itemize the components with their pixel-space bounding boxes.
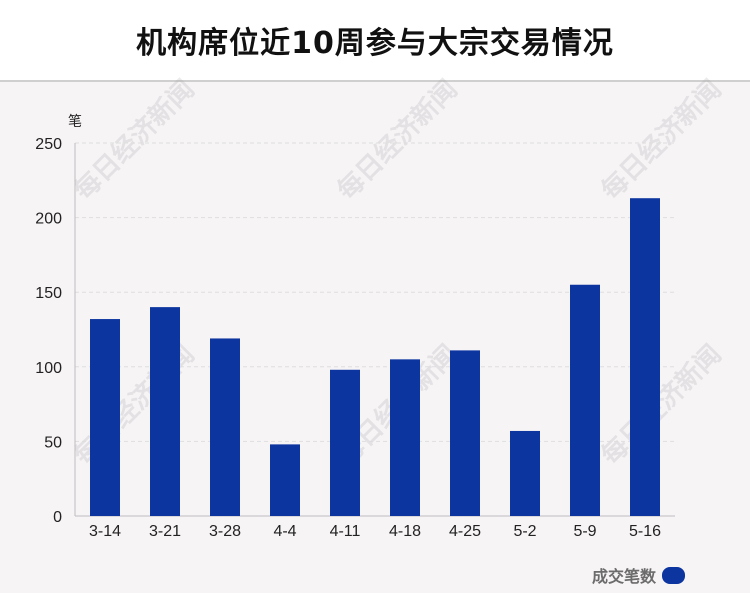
x-tick-label: 5-16 (629, 523, 661, 540)
x-tick-label: 3-28 (209, 523, 241, 540)
y-axis-label: 笔 (68, 114, 82, 130)
x-tick-label: 4-11 (330, 523, 361, 540)
bar (570, 284, 600, 516)
legend: 成交笔数 (592, 563, 686, 587)
y-tick-label: 250 (35, 136, 62, 153)
y-tick-label: 200 (35, 211, 62, 228)
header: 机构席位近10周参与大宗交易情况 (0, 0, 750, 82)
y-tick-label: 50 (44, 434, 62, 451)
bar (90, 319, 120, 516)
x-tick-label: 3-21 (149, 523, 181, 540)
legend-label: 成交笔数 (592, 567, 657, 586)
y-tick-label: 150 (35, 285, 62, 302)
legend-swatch (662, 566, 686, 584)
y-tick-label: 0 (53, 509, 62, 526)
x-tick-label: 4-4 (273, 523, 296, 540)
bar (210, 338, 240, 516)
bar (510, 430, 540, 516)
bar (630, 198, 660, 517)
x-tick-label: 4-25 (449, 523, 481, 540)
bar (390, 359, 420, 516)
x-tick-label: 5-9 (573, 523, 596, 540)
chart-title: 机构席位近10周参与大宗交易情况 (136, 26, 614, 61)
bar (270, 444, 300, 516)
x-tick-label: 3-14 (89, 523, 121, 540)
bar (330, 369, 360, 516)
bar (450, 350, 480, 516)
bar (150, 307, 180, 516)
x-tick-label: 5-2 (513, 523, 536, 540)
y-tick-label: 100 (35, 360, 62, 377)
x-tick-label: 4-18 (389, 523, 421, 540)
